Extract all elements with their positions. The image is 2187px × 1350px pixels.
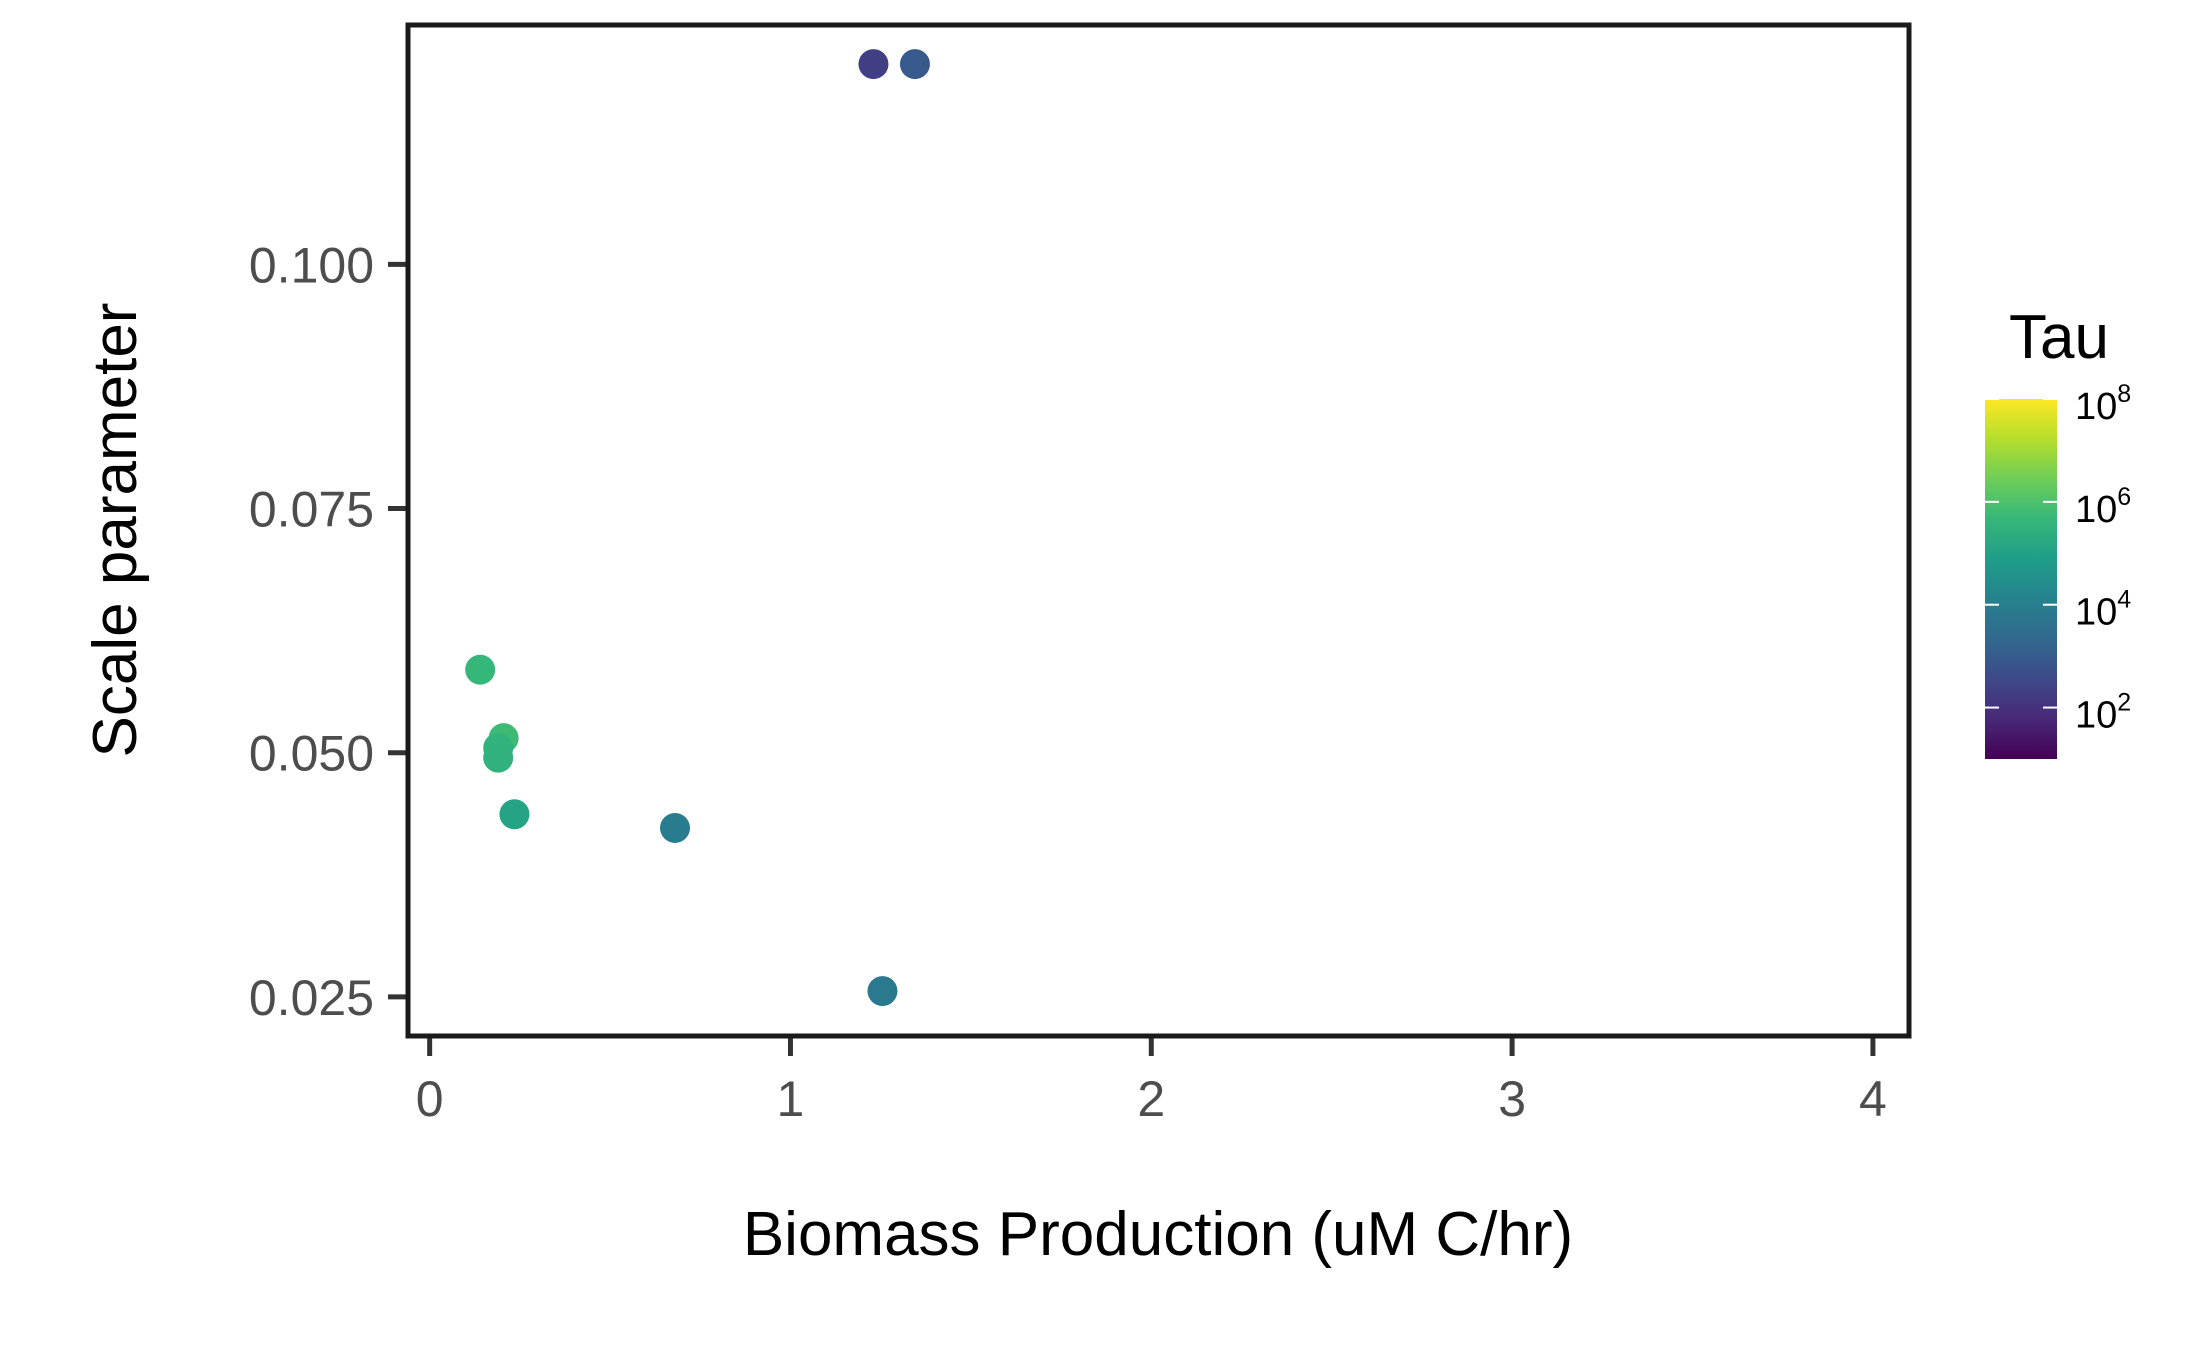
data-point [858, 49, 889, 80]
data-point [867, 976, 898, 1007]
y-axis-title: Scale parameter [81, 303, 150, 758]
data-point [483, 742, 514, 773]
y-tick-label: 0.025 [249, 970, 374, 1026]
color-legend: Tau 102 104 106 108 [1985, 303, 2131, 759]
data-point [499, 799, 530, 830]
x-tick-label: 0 [416, 1071, 444, 1127]
y-axis-ticks: 0.025 0.050 0.075 0.100 [249, 237, 408, 1026]
data-point [899, 49, 930, 80]
data-point [465, 654, 496, 685]
legend-colorbar [1985, 399, 2057, 759]
legend-tick-label: 104 [2075, 586, 2131, 634]
legend-tick-label: 106 [2075, 483, 2131, 531]
legend-ticks: 102 104 106 108 [1985, 380, 2131, 737]
x-tick-label: 3 [1498, 1071, 1526, 1127]
legend-tick-label: 102 [2075, 689, 2131, 737]
x-tick-label: 1 [777, 1071, 805, 1127]
data-points [465, 49, 930, 1007]
legend-tick-label: 108 [2075, 380, 2131, 428]
x-axis-ticks: 0 1 2 3 4 [416, 1036, 1887, 1127]
y-tick-label: 0.075 [249, 482, 374, 538]
data-point [660, 812, 691, 843]
x-tick-label: 2 [1137, 1071, 1165, 1127]
plot-panel-border [405, 22, 1912, 1039]
x-tick-label: 4 [1859, 1071, 1887, 1127]
x-axis-title: Biomass Production (uM C/hr) [743, 1200, 1573, 1269]
y-tick-label: 0.050 [249, 726, 374, 782]
legend-title: Tau [2009, 303, 2109, 372]
y-tick-label: 0.100 [249, 237, 374, 293]
